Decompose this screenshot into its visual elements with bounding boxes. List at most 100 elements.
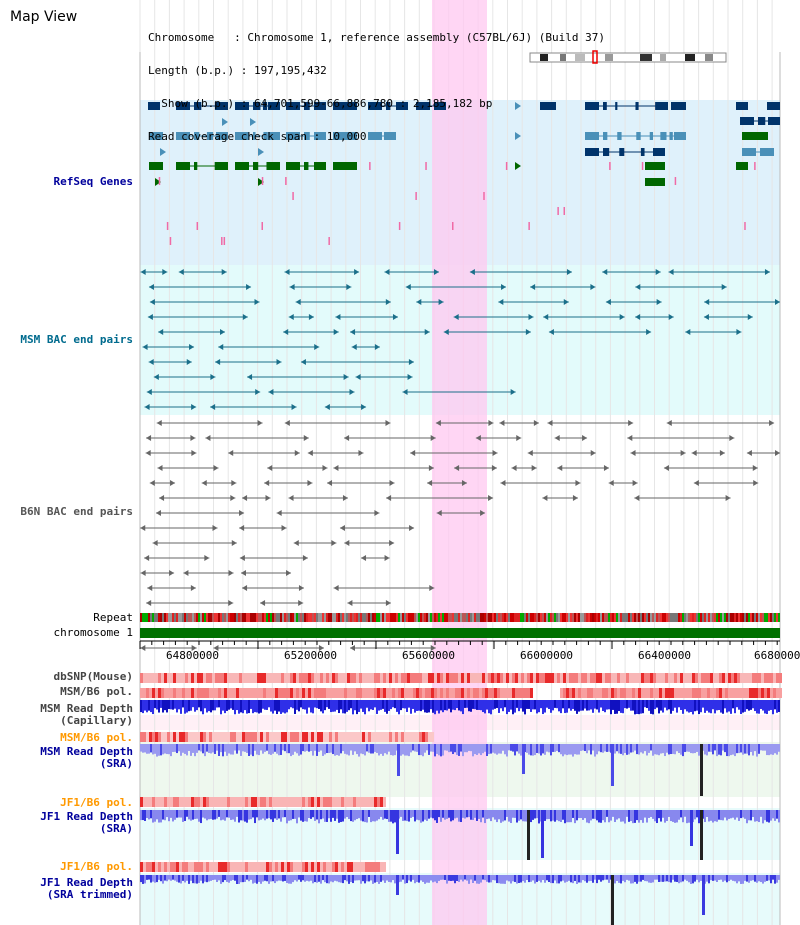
heat-mark — [254, 797, 257, 807]
heat-mark — [674, 673, 677, 683]
bac-end-marker — [257, 420, 263, 426]
heat-mark — [635, 688, 638, 698]
bac-end-marker — [255, 389, 261, 395]
depth-bar — [340, 810, 342, 823]
heat-mark — [755, 673, 758, 683]
depth-bar — [600, 700, 602, 708]
bac-end-marker — [333, 585, 339, 591]
heat-mark — [293, 673, 296, 683]
depth-bar — [378, 875, 380, 884]
depth-bar — [286, 700, 288, 713]
heat-mark — [143, 797, 146, 807]
depth-bar — [308, 875, 310, 882]
depth-bar — [416, 700, 418, 711]
depth-bar — [398, 700, 400, 715]
depth-bar — [770, 744, 772, 755]
repeat-mark — [650, 613, 652, 622]
repeat-mark — [158, 613, 160, 622]
depth-bar — [388, 810, 390, 822]
repeat-mark — [728, 613, 730, 622]
repeat-mark — [486, 613, 488, 622]
repeat-mark — [204, 613, 206, 622]
repeat-mark — [686, 613, 688, 622]
depth-bar — [352, 700, 354, 715]
depth-bar — [736, 700, 738, 708]
depth-bar — [206, 875, 208, 883]
depth-spike — [611, 744, 614, 786]
bac-end-marker — [183, 570, 189, 576]
depth-bar — [458, 744, 460, 756]
depth-bar — [462, 875, 464, 882]
depth-bar — [664, 875, 666, 882]
depth-bar — [290, 810, 292, 821]
depth-bar — [194, 810, 196, 819]
bac-end-marker — [242, 585, 248, 591]
depth-bar — [464, 744, 466, 753]
depth-bar — [216, 744, 218, 751]
repeat-mark — [458, 613, 460, 622]
depth-bar — [450, 875, 452, 882]
depth-bar — [548, 744, 550, 753]
heat-mark — [704, 688, 707, 698]
depth-bar — [336, 700, 338, 710]
depth-bar — [546, 810, 548, 820]
heat-mark — [389, 673, 392, 683]
depth-bar — [626, 875, 628, 880]
heat-mark — [299, 797, 302, 807]
depth-bar — [508, 875, 510, 882]
heat-mark — [143, 732, 146, 742]
depth-bar — [282, 875, 284, 882]
bac-end-marker — [283, 329, 289, 335]
depth-bar — [634, 810, 636, 823]
depth-bar — [606, 875, 608, 880]
depth-bar — [632, 875, 634, 884]
depth-bar — [648, 875, 650, 883]
depth-bar — [734, 875, 736, 882]
bac-end-marker — [408, 359, 414, 365]
gene-tick — [425, 162, 427, 170]
repeat-mark — [244, 613, 246, 622]
heat-mark — [320, 688, 323, 698]
bac-end-marker — [228, 600, 234, 606]
depth-bar — [174, 875, 176, 881]
depth-bar — [730, 810, 732, 819]
depth-bar — [576, 744, 578, 755]
depth-bar — [146, 875, 148, 880]
depth-bar — [350, 744, 352, 751]
depth-bar — [374, 875, 376, 883]
depth-bar — [188, 875, 190, 884]
depth-bar — [180, 700, 182, 714]
gene-tick — [158, 177, 161, 185]
bac-end-marker — [443, 329, 449, 335]
depth-bar — [568, 744, 570, 755]
repeat-mark — [266, 613, 268, 622]
depth-bar — [148, 810, 150, 820]
depth-bar — [626, 810, 628, 817]
depth-bar — [724, 744, 726, 753]
heat-mark — [560, 673, 563, 683]
depth-bar — [184, 700, 186, 714]
heat-mark — [275, 797, 278, 807]
repeat-mark — [602, 613, 604, 622]
heat-mark — [428, 688, 431, 698]
heat-mark — [281, 732, 284, 742]
heat-mark — [422, 688, 425, 698]
depth-bar — [596, 744, 598, 755]
heat-mark — [533, 673, 536, 683]
bac-end-marker — [148, 284, 154, 290]
depth-bar — [686, 700, 688, 712]
depth-bar — [484, 700, 486, 714]
depth-bar — [416, 875, 418, 883]
depth-bar — [198, 700, 200, 708]
depth-bar — [460, 810, 462, 823]
heat-mark — [416, 673, 419, 683]
heat-mark — [401, 732, 404, 742]
depth-bar — [650, 744, 652, 751]
depth-bar — [656, 744, 658, 755]
depth-bar — [318, 744, 320, 752]
depth-bar — [758, 744, 760, 754]
depth-bar — [244, 810, 246, 822]
gene-exon — [253, 132, 256, 140]
repeat-mark — [778, 613, 780, 622]
